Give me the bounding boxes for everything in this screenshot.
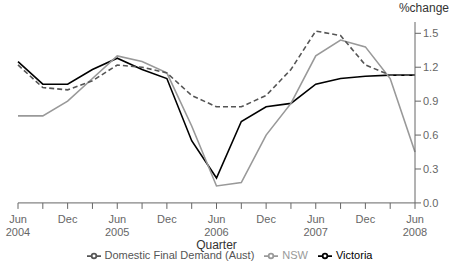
html-text:Victoria: Victoria	[336, 248, 373, 261]
svg-text:1.5: 1.5	[423, 27, 438, 39]
svg-text:Jun2005: Jun2005	[105, 213, 129, 238]
svg-text:Jun2006: Jun2006	[204, 213, 228, 238]
svg-text:Quarter: Quarter	[196, 238, 237, 252]
svg-text:Dec: Dec	[356, 213, 376, 225]
svg-text:Dec: Dec	[157, 213, 177, 225]
svg-text:0.0: 0.0	[423, 197, 438, 209]
html-text:Domestic Final Demand (Aust): Domestic Final Demand (Aust)	[104, 248, 255, 261]
svg-text:Dec: Dec	[256, 213, 276, 225]
svg-text:0.9: 0.9	[423, 95, 438, 107]
html-text:NSW: NSW	[282, 248, 308, 261]
svg-text:0.6: 0.6	[423, 129, 438, 141]
svg-text:Jun2008: Jun2008	[403, 213, 427, 238]
html-text:%change: %change	[399, 1, 449, 15]
svg-text:Jun2007: Jun2007	[304, 213, 328, 238]
svg-text:1.2: 1.2	[423, 61, 438, 73]
svg-text:Jun2004: Jun2004	[8, 213, 30, 238]
svg-text:0.3: 0.3	[423, 163, 438, 175]
svg-text:Dec: Dec	[58, 213, 78, 225]
